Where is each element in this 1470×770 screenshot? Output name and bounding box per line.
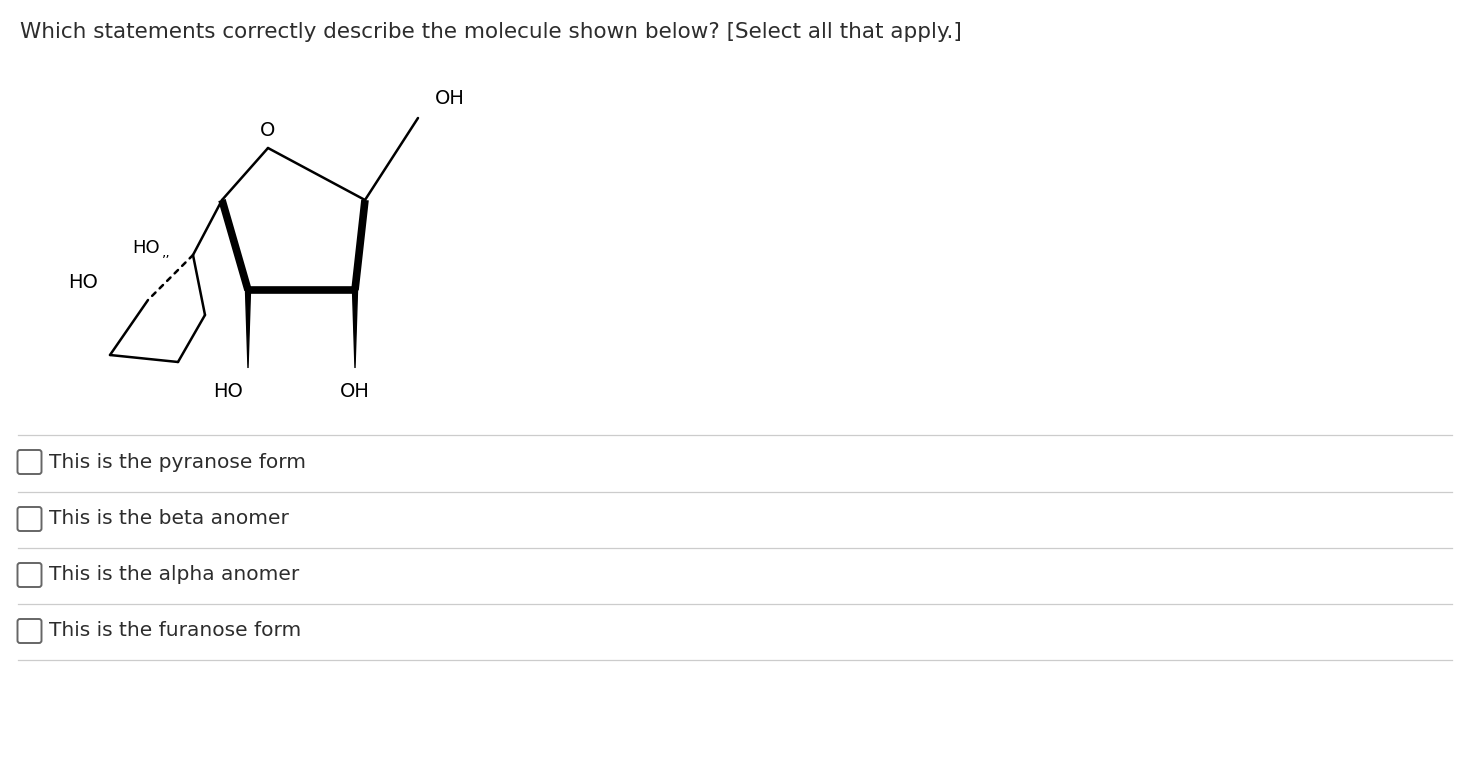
Text: OH: OH <box>435 89 465 108</box>
FancyBboxPatch shape <box>18 450 41 474</box>
Text: O: O <box>260 121 276 140</box>
Text: HO: HO <box>68 273 98 292</box>
FancyBboxPatch shape <box>18 507 41 531</box>
Text: This is the beta anomer: This is the beta anomer <box>49 510 290 528</box>
Text: HO: HO <box>213 382 243 401</box>
Text: ,,: ,, <box>162 245 171 259</box>
Text: This is the alpha anomer: This is the alpha anomer <box>49 565 300 584</box>
Text: Which statements correctly describe the molecule shown below? [Select all that a: Which statements correctly describe the … <box>21 22 961 42</box>
FancyBboxPatch shape <box>18 619 41 643</box>
Text: This is the furanose form: This is the furanose form <box>49 621 301 641</box>
Text: OH: OH <box>340 382 370 401</box>
Text: This is the pyranose form: This is the pyranose form <box>49 453 306 471</box>
Text: HO: HO <box>132 239 160 257</box>
Polygon shape <box>353 290 357 368</box>
FancyBboxPatch shape <box>18 563 41 587</box>
Polygon shape <box>245 290 250 368</box>
